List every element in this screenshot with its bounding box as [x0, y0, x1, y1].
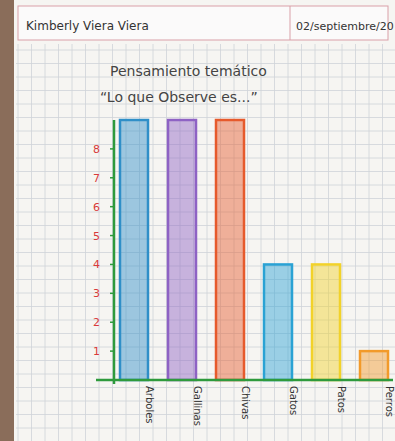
grid-line: [58, 44, 59, 441]
grid-line: [18, 44, 19, 441]
y-tick: [110, 321, 114, 323]
y-tick-label: 4: [93, 258, 100, 271]
x-tick-label: Gallinas: [192, 386, 203, 426]
y-tick: [110, 293, 114, 295]
x-tick-label: Perros: [384, 386, 395, 417]
grid-line: [16, 252, 395, 253]
y-tick-label: 3: [93, 287, 100, 300]
x-tick-label: Arboles: [144, 386, 155, 424]
grid-line: [301, 44, 302, 441]
grid-line: [16, 117, 395, 118]
y-axis: [113, 120, 116, 384]
grid-line: [355, 44, 356, 441]
grid-line: [288, 44, 289, 441]
y-tick-label: 8: [93, 143, 100, 156]
y-tick: [110, 177, 114, 179]
date: 02/septiembre/20: [296, 20, 394, 33]
x-tick-label: Patos: [336, 386, 347, 413]
y-tick: [110, 264, 114, 266]
y-tick: [110, 206, 114, 208]
grid-line: [16, 212, 395, 213]
bar: [360, 351, 388, 380]
grid-line: [72, 44, 73, 441]
grid-line: [85, 44, 86, 441]
grid-line: [16, 225, 395, 226]
page: Kimberly Viera Viera 02/septiembre/20 Pens…: [0, 0, 395, 441]
y-tick-label: 6: [93, 201, 100, 214]
y-tick-label: 7: [93, 172, 100, 185]
bar: [120, 120, 148, 380]
grid-line: [342, 44, 343, 441]
y-tick-label: 2: [93, 316, 100, 329]
bar: [312, 264, 340, 380]
y-tick: [110, 148, 114, 150]
paper: [0, 0, 395, 441]
title: Pensamiento temático: [110, 63, 267, 79]
grid-line: [328, 44, 329, 441]
header-divider: [290, 6, 291, 40]
bar: [264, 264, 292, 380]
grid-line: [369, 44, 370, 441]
grid-line: [274, 44, 275, 441]
grid-line: [16, 414, 395, 415]
grid-line: [16, 185, 395, 186]
grid-line: [16, 239, 395, 240]
notebook-grid: [16, 44, 395, 441]
bar: [216, 120, 244, 380]
subtitle: “Lo que Observe es...”: [100, 89, 258, 105]
grid-line: [16, 171, 395, 172]
grid-line: [16, 131, 395, 132]
grid-line: [16, 158, 395, 159]
grid-line: [16, 144, 395, 145]
student-name: Kimberly Viera Viera: [26, 19, 149, 33]
y-tick: [110, 350, 114, 352]
bar: [168, 120, 196, 380]
grid-line: [382, 44, 383, 441]
x-axis: [96, 379, 393, 382]
y-tick-label: 5: [93, 230, 100, 243]
y-tick-label: 1: [93, 345, 100, 358]
grid-line: [315, 44, 316, 441]
grid-line: [16, 428, 395, 429]
y-tick: [110, 235, 114, 237]
grid-line: [45, 44, 46, 441]
grid-line: [16, 198, 395, 199]
grid-line: [31, 44, 32, 441]
grid-line: [261, 44, 262, 441]
grid-line: [16, 50, 395, 51]
x-tick-label: Chivas: [240, 386, 251, 419]
x-tick-label: Gatos: [288, 386, 299, 415]
edge: [0, 0, 14, 441]
